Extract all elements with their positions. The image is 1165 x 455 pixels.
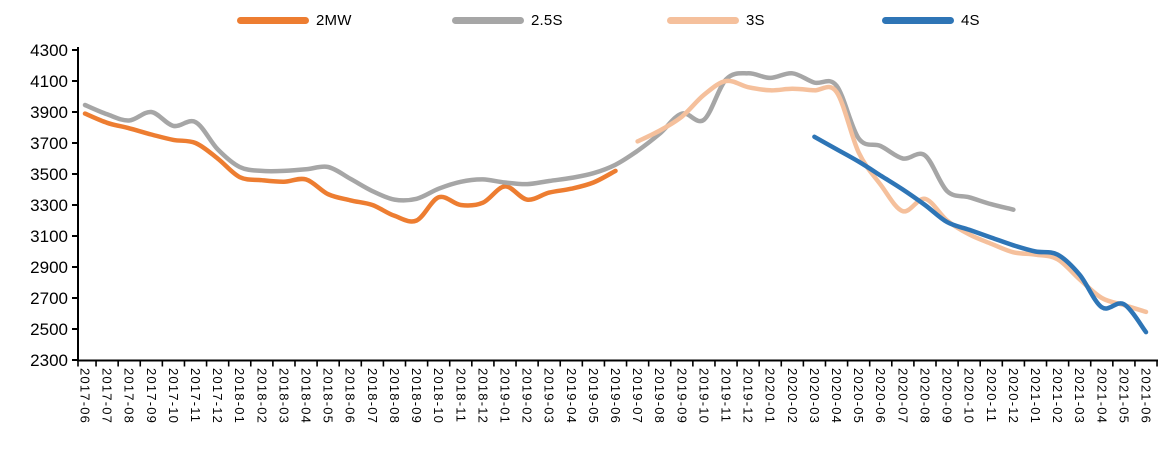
x-axis-label: 2019-07 [630, 368, 646, 425]
legend-label-3s: 3S [746, 11, 765, 29]
x-axis-label: 2020-01 [762, 368, 778, 425]
x-axis-label: 2018-08 [386, 368, 402, 425]
y-axis-label: 2300 [30, 350, 68, 370]
x-axis-label: 2020-11 [983, 368, 999, 424]
x-axis-label: 2018-09 [409, 368, 425, 425]
legend-swatch-4s [882, 16, 954, 24]
y-axis-label: 3500 [30, 164, 68, 184]
y-axis-label: 3900 [30, 102, 68, 122]
x-axis-label: 2020-06 [873, 368, 889, 425]
y-axis-label: 3100 [30, 226, 68, 246]
x-axis-label: 2021-02 [1050, 368, 1066, 425]
legend-swatch-2mw [237, 16, 309, 24]
series-line-3s [635, 78, 1149, 315]
x-axis-label: 2019-01 [497, 368, 513, 425]
x-axis-label: 2021-04 [1094, 368, 1110, 425]
y-axis-label: 2500 [30, 319, 68, 339]
x-axis-label: 2018-12 [475, 368, 491, 425]
series-line-4s [812, 134, 1149, 335]
x-axis-label: 2020-08 [917, 368, 933, 425]
chart-legend: 2MW 2.5S 3S 4S [0, 9, 1165, 31]
x-axis-label: 2020-07 [895, 368, 911, 425]
x-axis-label: 2018-03 [276, 368, 292, 425]
legend-item-2mw: 2MW [237, 9, 352, 31]
y-axis-label: 3300 [30, 195, 68, 215]
y-axis-label: 4100 [30, 71, 68, 91]
x-axis-label: 2020-09 [939, 368, 955, 425]
series-line-2-5s [82, 71, 1016, 212]
legend-item-3s: 3S [667, 9, 765, 31]
x-axis-label: 2018-01 [232, 368, 248, 425]
x-axis-label: 2018-06 [342, 368, 358, 425]
x-axis-label: 2020-03 [806, 368, 822, 425]
x-axis-label: 2021-05 [1116, 368, 1132, 425]
x-axis-label: 2017-12 [210, 368, 226, 425]
x-axis-label: 2018-04 [298, 368, 314, 425]
x-axis-label: 2019-02 [519, 368, 535, 425]
x-axis-label: 2018-10 [431, 368, 447, 425]
x-axis-label: 2018-05 [320, 368, 336, 425]
x-axis-label: 2019-08 [652, 368, 668, 425]
legend-swatch-3s [667, 16, 739, 24]
x-axis-label: 2017-10 [165, 368, 181, 425]
x-axis-label: 2017-06 [77, 368, 93, 425]
x-axis-label: 2018-07 [364, 368, 380, 425]
x-axis-label: 2017-11 [188, 368, 204, 424]
series-line-2mw [82, 111, 618, 224]
legend-item-2-5s: 2.5S [452, 9, 563, 31]
x-axis-label: 2019-12 [740, 368, 756, 425]
y-axis-label: 3700 [30, 133, 68, 153]
legend-label-2-5s: 2.5S [531, 11, 563, 29]
y-axis-label: 2700 [30, 288, 68, 308]
y-axis-label: 4300 [30, 40, 68, 60]
x-axis-label: 2020-10 [961, 368, 977, 425]
x-axis-label: 2019-11 [718, 368, 734, 424]
legend-label-2mw: 2MW [316, 11, 352, 29]
x-axis-label: 2020-04 [829, 368, 845, 425]
y-axis-label: 2900 [30, 257, 68, 277]
x-axis-label: 2020-05 [851, 368, 867, 425]
legend-swatch-2-5s [452, 16, 524, 24]
x-axis-label: 2020-02 [784, 368, 800, 425]
x-axis-label: 2021-01 [1027, 368, 1043, 425]
x-axis-label: 2017-07 [99, 368, 115, 425]
x-axis-label: 2018-02 [254, 368, 270, 425]
x-axis-label: 2019-06 [607, 368, 623, 425]
x-axis-label: 2019-09 [674, 368, 690, 425]
x-axis-label: 2020-12 [1005, 368, 1021, 425]
x-axis-label: 2019-05 [585, 368, 601, 425]
x-axis-label: 2018-11 [453, 368, 469, 424]
legend-label-4s: 4S [961, 11, 980, 29]
x-axis-label: 2017-09 [143, 368, 159, 425]
x-axis-label: 2019-04 [563, 368, 579, 425]
x-axis-label: 2019-03 [541, 368, 557, 425]
x-axis-label: 2021-03 [1072, 368, 1088, 425]
x-axis-label: 2017-08 [121, 368, 137, 425]
legend-item-4s: 4S [882, 9, 980, 31]
x-axis-label: 2019-10 [696, 368, 712, 425]
x-axis-label: 2021-06 [1138, 368, 1154, 425]
